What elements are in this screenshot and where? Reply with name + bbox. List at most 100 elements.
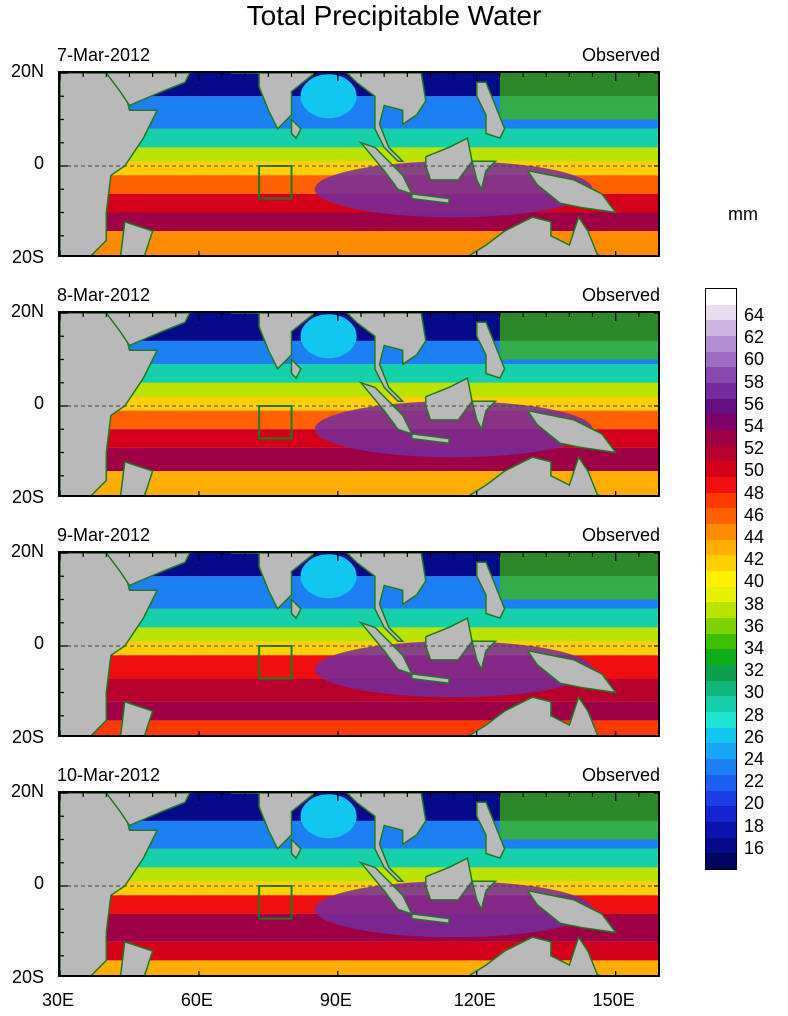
land-mass — [526, 889, 618, 934]
colorbar-label: 60 — [744, 349, 765, 370]
land-mass — [119, 940, 154, 975]
land-mass — [231, 553, 316, 611]
colorbar-segment — [706, 853, 736, 869]
moisture-band — [60, 382, 658, 397]
colorbar-segment — [706, 539, 736, 556]
y-tick-label: 20N — [10, 781, 44, 801]
land-mass — [468, 215, 601, 255]
colorbar-segment — [706, 790, 736, 807]
colorbar-segment — [706, 680, 736, 697]
land-mass — [346, 553, 427, 643]
colorbar-label: 44 — [744, 527, 765, 547]
x-tick-label: 30E — [41, 990, 75, 1010]
land-mass — [476, 801, 506, 860]
moisture-band — [60, 848, 658, 868]
colorbar-segment — [706, 571, 736, 587]
colorbar-label: 48 — [744, 482, 765, 503]
land-mass — [468, 455, 601, 495]
x-tick-label: 90E — [319, 990, 352, 1010]
land-mass — [346, 313, 427, 403]
colorbar-label: 38 — [744, 593, 765, 614]
colorbar-segment — [706, 712, 736, 728]
colorbar-segment — [706, 461, 736, 478]
land-mass — [526, 649, 618, 694]
moisture-band — [60, 627, 658, 642]
land-mass — [119, 460, 154, 495]
colorbar-segment — [706, 774, 736, 791]
land-mass — [87, 793, 191, 827]
colorbar-label: 18 — [744, 815, 765, 836]
land-mass — [346, 73, 427, 163]
colorbar-segment — [706, 555, 736, 572]
land-mass — [290, 597, 302, 620]
colorbar-segment — [706, 445, 736, 462]
land-mass — [476, 321, 506, 380]
colorbar-label: 34 — [744, 638, 765, 658]
land-mass — [346, 793, 427, 883]
y-tick-label: 20S — [11, 967, 44, 987]
colorbar — [705, 288, 737, 870]
land-mass — [476, 561, 506, 620]
land-mass — [468, 935, 601, 975]
colorbar-label: 24 — [744, 749, 765, 769]
moisture-maximum — [314, 401, 593, 458]
colorbar-segment — [706, 524, 736, 540]
land-mass — [471, 640, 498, 672]
y-tick-label: 0 — [33, 393, 44, 413]
y-tick-label: 20N — [10, 61, 44, 81]
colorbar-label: 50 — [744, 460, 765, 481]
x-tick-label: 60E — [180, 990, 213, 1010]
land-mass — [290, 837, 302, 860]
land-mass — [411, 913, 450, 925]
land-mass — [526, 169, 618, 214]
colorbar-segment — [706, 508, 736, 525]
land-mass — [231, 313, 316, 371]
chart-title: Total Precipitable Water — [246, 0, 542, 31]
moisture-maximum — [314, 161, 593, 218]
colorbar-label: 62 — [744, 327, 765, 348]
land-mass — [119, 220, 154, 255]
colorbar-segment — [706, 618, 736, 634]
land-mass — [476, 81, 506, 140]
map-area — [58, 791, 660, 977]
moisture-maximum — [314, 641, 593, 698]
study-region-box — [258, 885, 293, 920]
colorbar-label: 16 — [744, 837, 765, 858]
panel-label: Observed — [581, 765, 660, 785]
colorbar-segment — [706, 759, 736, 775]
moisture-region — [499, 793, 658, 840]
land-mass — [425, 616, 473, 661]
land-mass — [290, 357, 302, 380]
moisture-band — [60, 447, 658, 472]
colorbar-segment — [706, 304, 736, 321]
colorbar-segment — [706, 602, 736, 619]
panel-label: Observed — [581, 45, 660, 65]
colorbar-segment — [706, 743, 736, 760]
colorbar-segment — [706, 492, 736, 509]
y-tick-label: 0 — [33, 153, 44, 173]
colorbar-segment — [706, 398, 736, 415]
moisture-band — [60, 147, 658, 162]
colorbar-label: 56 — [744, 393, 765, 414]
colorbar-segment — [706, 633, 736, 650]
land-mass — [425, 136, 473, 181]
colorbar-label: 52 — [744, 438, 765, 459]
map-area — [58, 311, 660, 497]
colorbar-label: 40 — [744, 571, 765, 592]
colorbar-label: 26 — [744, 726, 765, 747]
colorbar-label: 32 — [744, 660, 765, 681]
moisture-band — [60, 867, 658, 882]
colorbar-label: 46 — [744, 504, 765, 525]
y-tick-label: 20N — [10, 301, 44, 321]
land-mass — [411, 433, 450, 445]
colorbar-label: 58 — [744, 371, 765, 392]
colorbar-segment — [706, 727, 736, 744]
unit-label: mm — [728, 204, 758, 224]
panel-date: 7-Mar-2012 — [57, 45, 151, 65]
colorbar-segment — [706, 383, 736, 399]
land-mass — [290, 117, 302, 140]
moisture-region — [499, 313, 658, 360]
y-tick-label: 0 — [33, 873, 44, 893]
colorbar-segment — [706, 837, 736, 854]
colorbar-segment — [706, 821, 736, 838]
